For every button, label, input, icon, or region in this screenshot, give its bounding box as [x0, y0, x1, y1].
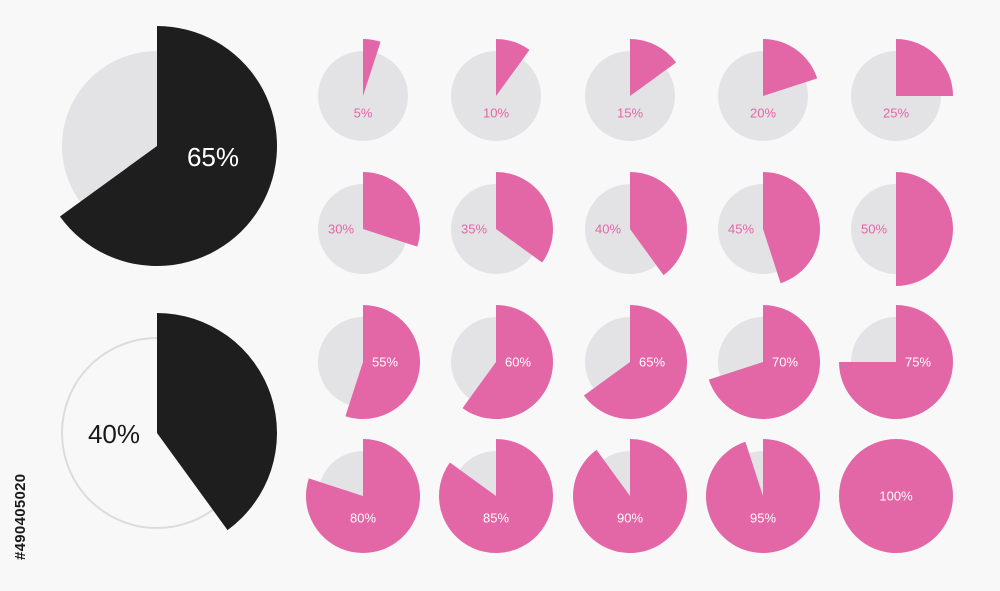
pie-10: 10% [451, 39, 541, 141]
pie-20: 20% [718, 39, 818, 141]
pie-90-label: 90% [617, 511, 643, 526]
pie-90-slice [573, 439, 688, 553]
pie-75-slice [839, 305, 953, 419]
pie-65: 65% [583, 305, 688, 420]
pie-45-slice [763, 172, 820, 284]
pie-5: 5% [318, 39, 408, 141]
pie-65-slice [583, 305, 688, 420]
large-pie-65-slice [59, 26, 278, 266]
large-pie-40: 40% [61, 313, 277, 531]
pie-25-slice [896, 39, 953, 96]
pie-50-slice [896, 172, 953, 286]
pie-50: 50% [851, 172, 953, 286]
pie-10-slice [496, 39, 530, 96]
pie-75-label: 75% [905, 355, 931, 370]
stock-id-watermark: #490405020 [12, 473, 29, 560]
pie-25: 25% [851, 39, 953, 141]
pie-15-label: 15% [617, 106, 643, 121]
pie-70-label: 70% [772, 355, 798, 370]
pie-40: 40% [585, 172, 687, 276]
pie-45: 45% [718, 172, 820, 284]
pie-80: 80% [306, 438, 421, 554]
pie-15: 15% [585, 39, 677, 141]
pie-35: 35% [451, 172, 553, 274]
pie-85: 85% [439, 439, 554, 553]
pie-30: 30% [318, 172, 420, 274]
pie-5-label: 5% [354, 106, 373, 121]
pie-40-slice [630, 172, 687, 276]
pie-100-label: 100% [879, 489, 913, 504]
pie-30-label: 30% [328, 222, 354, 237]
pie-60: 60% [451, 305, 554, 419]
pie-40-label: 40% [595, 222, 621, 237]
pie-55: 55% [318, 305, 421, 419]
large-pie-40-label: 40% [88, 419, 140, 449]
pie-80-slice [306, 438, 421, 554]
pie-100: 100% [839, 439, 953, 553]
pie-100-slice [839, 439, 953, 553]
pie-85-slice [439, 439, 554, 553]
pie-95-slice [706, 439, 821, 553]
pie-10-label: 10% [483, 106, 509, 121]
pie-25-label: 25% [883, 106, 909, 121]
pie-60-label: 60% [505, 355, 531, 370]
pie-95-label: 95% [750, 511, 776, 526]
pie-15-slice [630, 39, 677, 96]
large-pie-40-slice [157, 313, 277, 531]
pie-35-slice [496, 172, 553, 263]
pie-70: 70% [708, 305, 821, 420]
pie-35-label: 35% [461, 222, 487, 237]
pie-30-slice [363, 172, 420, 247]
pie-20-label: 20% [750, 106, 776, 121]
pie-90: 90% [573, 439, 688, 553]
pie-85-label: 85% [483, 511, 509, 526]
pie-60-slice [462, 305, 554, 419]
pie-20-slice [763, 39, 818, 96]
pie-55-label: 55% [372, 355, 398, 370]
large-pie-65: 65% [59, 26, 278, 266]
pie-50-label: 50% [861, 222, 887, 237]
large-pie-65-label: 65% [187, 142, 239, 172]
pie-65-label: 65% [639, 355, 665, 370]
pie-75: 75% [839, 305, 953, 419]
pie-70-slice [708, 305, 821, 420]
pie-55-slice [345, 305, 421, 419]
pie-45-label: 45% [728, 222, 754, 237]
pie-95: 95% [706, 439, 821, 553]
pie-80-label: 80% [350, 511, 376, 526]
pie-5-slice [363, 39, 381, 96]
